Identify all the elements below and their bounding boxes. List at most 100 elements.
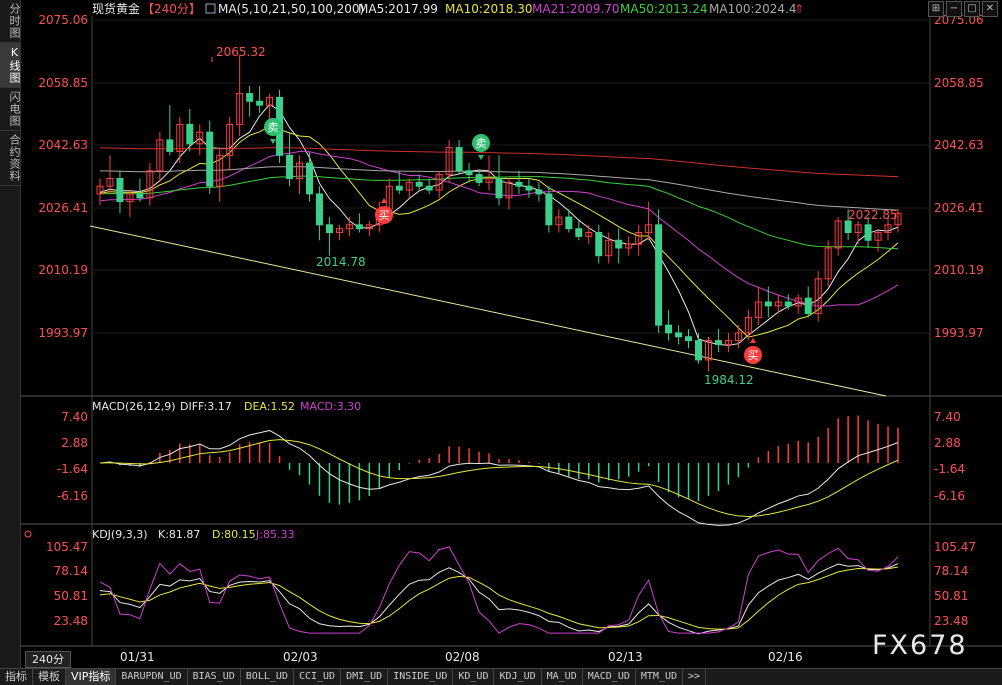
- candle-body: [625, 243, 633, 249]
- layout-icon[interactable]: ⊞: [928, 1, 944, 17]
- price-tick-right: 2010.19: [934, 263, 984, 277]
- price-annotations: 2065.32 2014.78 1984.12 2022.85: [211, 45, 898, 387]
- tab-inside-ud[interactable]: INSIDE_UD: [388, 669, 454, 685]
- tab-dmi-ud[interactable]: DMI_UD: [341, 669, 389, 685]
- kdj-legend: KDJ(9,3,3) K:81.87 D:80.15 J:85.33: [24, 528, 294, 541]
- sell-signal-2[interactable]: 卖: [472, 134, 490, 160]
- tab-barupdn-ud[interactable]: BARUPDN_UD: [116, 669, 188, 685]
- ma50-value: MA50:2013.24: [620, 2, 708, 16]
- kdj-j: J:85.33: [255, 528, 294, 541]
- tab-kd-ud[interactable]: KD_UD: [453, 669, 495, 685]
- trendline[interactable]: [89, 225, 887, 397]
- candle-body: [714, 340, 722, 345]
- macd-tick-right: 2.88: [934, 436, 961, 450]
- sell-signal-1[interactable]: 卖: [264, 118, 282, 144]
- candle-body: [335, 228, 343, 234]
- kdj-title: KDJ(9,3,3): [92, 528, 148, 541]
- tab-kdj-ud[interactable]: KDJ_UD: [494, 669, 542, 685]
- candle-body: [545, 193, 553, 226]
- price-tick-right: 2042.63: [934, 138, 984, 152]
- ma21-value: MA21:2009.70: [532, 2, 620, 16]
- candle-body: [655, 224, 663, 326]
- macd-tick-left: 7.40: [61, 410, 88, 424]
- kdj-d: D:80.15: [212, 528, 256, 541]
- candle-body: [814, 278, 822, 315]
- indicator-tab-bar: 指标 模板 VIP指标 BARUPDN_UD BIAS_UD BOLL_UD CCI_UD D…: [0, 668, 1002, 685]
- candle-body: [196, 131, 204, 145]
- macd-lines: [99, 429, 899, 526]
- candle-body: [724, 340, 732, 345]
- buy-signal-2[interactable]: 买: [744, 338, 762, 364]
- price-tick-left: 2075.06: [38, 13, 88, 27]
- svg-text:卖: 卖: [268, 121, 279, 134]
- kdj-tick-right: 78.14: [934, 564, 968, 578]
- tab-boll-ud[interactable]: BOLL_UD: [241, 669, 294, 685]
- candle-body: [305, 162, 313, 195]
- candle-body: [645, 224, 653, 234]
- instrument-title: 现货黄金: [92, 1, 140, 16]
- indicator-settings-icon[interactable]: [24, 530, 32, 538]
- candle-body: [445, 147, 453, 176]
- candle-body: [874, 232, 882, 241]
- minimize-icon[interactable]: −: [946, 1, 962, 17]
- ma-settings-icon[interactable]: [205, 3, 216, 14]
- candle-body: [615, 239, 623, 249]
- candle-body: [605, 239, 613, 257]
- candle-body: [325, 224, 333, 234]
- svg-text:买: 买: [379, 209, 390, 222]
- kdj-axis: 105.47 105.47 78.14 78.14 50.81 50.81 23.48 23.…: [46, 540, 976, 628]
- macd-tick-right: 7.40: [934, 410, 961, 424]
- price-grid: [92, 19, 930, 334]
- candle-body: [216, 154, 224, 187]
- macd-tick-left: -1.64: [57, 462, 88, 476]
- kline-chart[interactable]: 现货黄金 【240分】 MA(5,10,21,50,100,200) MA5:2…: [20, 0, 1002, 668]
- candle-body: [106, 177, 114, 187]
- tab-ma-ud[interactable]: MA_UD: [542, 669, 583, 685]
- period-selector[interactable]: 240分: [25, 651, 71, 668]
- tab-[interactable]: >>: [683, 669, 707, 685]
- candle-body: [206, 131, 214, 187]
- maximize-icon[interactable]: □: [964, 1, 980, 17]
- candle-body: [405, 181, 413, 191]
- candle-body: [365, 224, 373, 230]
- kdj-lines: [99, 546, 899, 635]
- tab-bias-ud[interactable]: BIAS_UD: [188, 669, 241, 685]
- candle-body: [894, 212, 902, 226]
- tab-cci-ud[interactable]: CCI_UD: [294, 669, 342, 685]
- diff-line: [99, 429, 899, 526]
- svg-text:买: 买: [748, 349, 759, 362]
- close-icon[interactable]: ✕: [982, 1, 998, 17]
- candle-body: [804, 297, 812, 315]
- low-annotation-1: 2014.78: [316, 255, 366, 269]
- candle-body: [665, 324, 673, 334]
- sidebar-item-flash[interactable]: 闪电图: [0, 88, 21, 131]
- svg-text:卖: 卖: [476, 137, 487, 150]
- sidebar-item-kline[interactable]: K线图: [0, 43, 21, 88]
- tab-macd-ud[interactable]: MACD_UD: [583, 669, 636, 685]
- price-tick-left: 2010.19: [38, 263, 88, 277]
- price-legend: 现货黄金 【240分】 MA(5,10,21,50,100,200) MA5:2…: [92, 1, 804, 16]
- high-annotation: 2065.32: [216, 45, 266, 59]
- macd-title: MACD(26,12,9): [92, 400, 176, 413]
- candle-body: [585, 232, 593, 237]
- period-label: 【240分】: [142, 2, 201, 16]
- d-line: [99, 566, 899, 630]
- price-tick-right: 1993.97: [934, 326, 984, 340]
- tab-[interactable]: 模板: [33, 669, 66, 685]
- candle-body: [774, 301, 782, 307]
- price-panel-frame: [91, 16, 931, 396]
- tab-mtm-ud[interactable]: MTM_UD: [636, 669, 683, 685]
- candle-body: [834, 220, 842, 249]
- ma-label: MA(5,10,21,50,100,200): [218, 2, 364, 16]
- candle-body: [475, 174, 483, 183]
- candle-body: [236, 93, 244, 125]
- tab-vip[interactable]: VIP指标: [66, 669, 117, 685]
- price-axis-left: 2075.06 2058.85 2042.63 2026.41 2010.19 1993.…: [38, 13, 88, 340]
- candle-body: [286, 154, 294, 179]
- tab-[interactable]: 指标: [0, 669, 33, 685]
- sidebar-item-contract-info[interactable]: 合约资料: [0, 131, 21, 186]
- buy-signal-1[interactable]: 买: [375, 198, 393, 224]
- candle-body: [425, 185, 433, 191]
- date-label: 02/03: [283, 650, 318, 664]
- sidebar-item-timeshare[interactable]: 分时图: [0, 0, 21, 43]
